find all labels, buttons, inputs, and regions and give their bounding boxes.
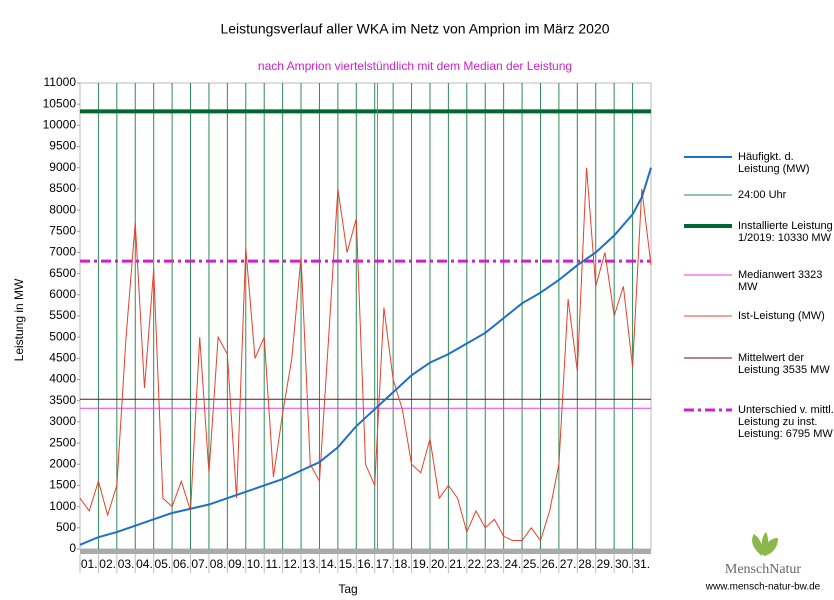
y-tick-label: 3000 [49, 414, 76, 428]
x-tick-label: 02. [99, 557, 116, 571]
x-tick-label: 25. [523, 557, 540, 571]
plot-frame [79, 82, 652, 550]
x-tick-label: 05. [155, 557, 172, 571]
x-tick-label: 11. [266, 557, 282, 571]
y-axis-label: Leistung in MW [12, 278, 26, 361]
series-line [79, 167, 652, 542]
y-tick-label: 11000 [44, 75, 77, 89]
x-tick-label: 26. [541, 557, 558, 571]
legend-label: Häufigkt. d. Leistung (MW) [738, 151, 810, 175]
url: www.mensch-natur-bw.de [705, 582, 821, 593]
x-tick-label: 13. [302, 557, 319, 571]
x-tick-label: 16. [357, 557, 374, 571]
legend-label: Installierte Leistung 1/2019: 10330 MW [738, 220, 833, 244]
axis-band [80, 549, 651, 554]
x-tick-label: 20. [431, 557, 448, 571]
y-tick-label: 5500 [49, 308, 76, 322]
x-tick-label: 07. [191, 557, 208, 571]
legend-label: 24:00 Uhr [738, 189, 787, 201]
x-tick-label: 18. [394, 557, 411, 571]
x-tick-label: 30. [615, 557, 632, 571]
x-tick-label: 12. [283, 557, 300, 571]
legend-label: Ist-Leistung (MW) [738, 310, 825, 322]
y-tick-label: 8500 [49, 181, 76, 195]
y-tick-label: 7500 [49, 223, 76, 237]
x-tick-label: 17. [376, 557, 393, 571]
chart-subtitle: nach Amprion viertelstündlich mit dem Me… [258, 59, 572, 73]
y-tick-label: 500 [56, 520, 76, 534]
x-tick-label: 01. [81, 557, 98, 571]
series-line [79, 167, 652, 546]
y-tick-label: 1500 [49, 478, 76, 492]
x-tick-label: 31. [633, 557, 650, 571]
y-tick-label: 8000 [49, 202, 76, 216]
legend-label: Unterschied v. mittl. Leistung zu inst. … [738, 404, 834, 440]
y-tick-label: 9000 [49, 160, 76, 174]
y-tick-label: 10500 [43, 96, 77, 110]
x-tick-label: 23. [486, 557, 503, 571]
x-tick-label: 24. [505, 557, 522, 571]
brand: MenschNatur [725, 562, 802, 577]
x-tick-label: 09. [228, 557, 245, 571]
x-tick-label: 21. [449, 557, 466, 571]
x-tick-label: 06. [173, 557, 190, 571]
legend-label: Medianwert 3323 MW [738, 269, 823, 293]
x-tick-label: 19. [412, 557, 429, 571]
x-tick-label: 22. [468, 557, 485, 571]
x-tick-label: 27. [560, 557, 577, 571]
y-tick-label: 4000 [49, 372, 76, 386]
x-tick-label: 03. [118, 557, 135, 571]
y-tick-label: 9500 [49, 139, 76, 153]
y-tick-label: 3500 [49, 393, 76, 407]
y-tick-label: 7000 [49, 245, 76, 259]
x-tick-label: 28. [578, 557, 595, 571]
x-axis-label: Tag [338, 582, 357, 596]
y-tick-label: 2500 [49, 435, 76, 449]
x-tick-label: 10. [247, 557, 264, 571]
y-tick-label: 6500 [49, 266, 76, 280]
x-tick-label: 08. [210, 557, 227, 571]
y-tick-label: 10000 [43, 118, 77, 132]
x-tick-label: 29. [597, 557, 614, 571]
y-tick-label: 2000 [49, 456, 76, 470]
legend-label: Mittelwert der Leistung 3535 MW [738, 352, 830, 376]
y-tick-label: 6000 [49, 287, 76, 301]
y-tick-label: 1000 [49, 499, 76, 513]
y-tick-label: 5000 [49, 329, 76, 343]
x-tick-label: 14. [320, 557, 337, 571]
x-tick-label: 15. [339, 557, 356, 571]
y-tick-label: 0 [69, 541, 76, 555]
y-tick-label: 4500 [49, 351, 76, 365]
chart-title: Leistungsverlauf aller WKA im Netz von A… [220, 21, 609, 37]
x-tick-label: 04. [136, 557, 153, 571]
logo [752, 532, 778, 556]
